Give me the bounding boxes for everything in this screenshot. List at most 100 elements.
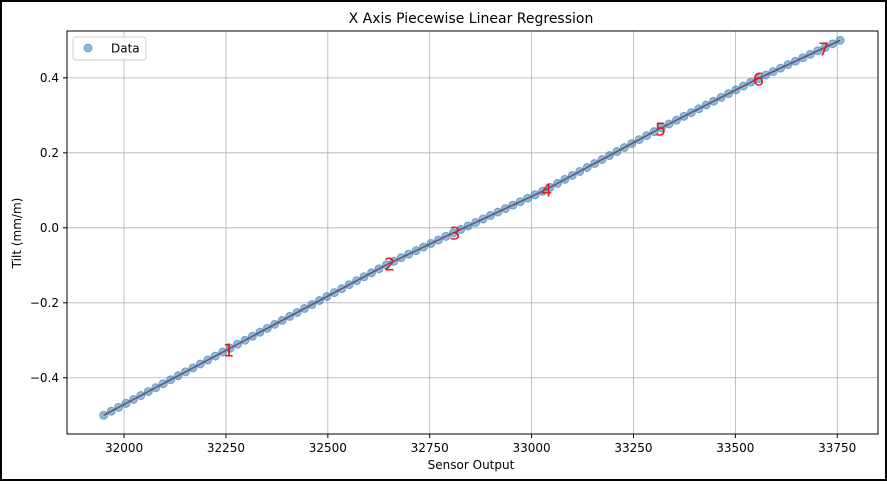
data-point [255,327,265,337]
data-point [277,315,287,325]
data-point [471,217,481,227]
data-point [686,108,696,118]
data-points [99,35,845,420]
data-point [664,119,674,129]
legend-label-data: Data [111,42,140,56]
data-point [627,139,637,149]
data-point [515,197,525,207]
y-axis-ticks: −0.4 −0.2 0.0 0.2 0.4 [30,71,67,385]
y-tick-label: 0.0 [40,221,59,235]
data-point [359,272,369,282]
data-point [329,288,339,298]
data-point [270,319,280,329]
legend: Data [72,36,147,61]
data-point [538,186,548,196]
segment-annotation-3: 3 [449,223,460,244]
data-point [300,303,310,313]
data-point [166,375,176,385]
data-point [233,339,243,349]
data-point [366,268,376,278]
data-point [114,402,124,412]
data-point [463,221,473,231]
data-point [709,96,719,106]
data-point [560,174,570,184]
segment-annotation-5: 5 [655,120,666,141]
data-point [746,77,756,87]
data-point [582,162,592,172]
data-point [552,178,562,188]
data-point [493,207,503,217]
data-point [485,211,495,221]
data-point [381,260,391,270]
data-point [597,155,607,165]
data-point [337,284,347,294]
data-point [158,379,168,389]
data-point [218,347,228,357]
x-tick-label: 32000 [105,441,143,455]
data-point [701,100,711,110]
data-point [262,323,272,333]
x-tick-label: 32750 [411,441,449,455]
data-point [567,170,577,180]
segment-annotation-1: 1 [223,340,234,361]
plot-area-border [66,30,879,435]
segment-annotation-7: 7 [818,40,829,61]
data-point [805,49,815,59]
y-axis-label: Tilt (mm/m) [10,198,24,270]
data-point [404,249,414,259]
x-tick-label: 33250 [614,441,652,455]
data-point [657,123,667,133]
data-point [433,235,443,245]
data-point [530,190,540,200]
data-point [99,410,109,420]
data-point [151,383,161,393]
data-point [225,343,235,353]
data-point [352,276,362,286]
x-axis-label: Sensor Output [428,458,515,472]
y-tick-label: −0.2 [30,296,59,310]
segment-annotation-2: 2 [384,255,395,276]
chart-title: X Axis Piecewise Linear Regression [349,11,594,27]
data-point [143,387,153,397]
data-point [247,331,257,341]
data-point [136,391,146,401]
data-point [240,335,250,345]
data-point [456,224,466,234]
data-point [634,135,644,145]
grid-lines [67,31,878,434]
data-point [776,63,786,73]
data-point [694,104,704,114]
x-tick-label: 32500 [309,441,347,455]
segment-annotation-4: 4 [541,181,552,202]
data-point [783,60,793,70]
x-tick-label: 33750 [818,441,856,455]
data-point [835,35,845,45]
y-tick-label: −0.4 [30,371,59,385]
data-point [798,53,808,63]
legend-box [72,36,147,61]
data-point [210,351,220,361]
data-point [605,151,615,161]
data-point [411,246,421,256]
data-point [121,398,131,408]
data-point [508,200,518,210]
data-point [188,363,198,373]
data-point [753,74,763,84]
x-tick-label: 33500 [716,441,754,455]
data-point [448,228,458,238]
data-point [790,56,800,66]
data-point [545,182,555,192]
data-point [716,92,726,102]
data-point [106,406,116,416]
data-point [768,67,778,77]
data-point [314,296,324,306]
legend-marker [83,43,93,53]
data-point [731,85,741,95]
data-point [761,70,771,80]
data-point [426,239,436,249]
data-point [173,371,183,381]
data-point [642,131,652,141]
data-point [307,300,317,310]
